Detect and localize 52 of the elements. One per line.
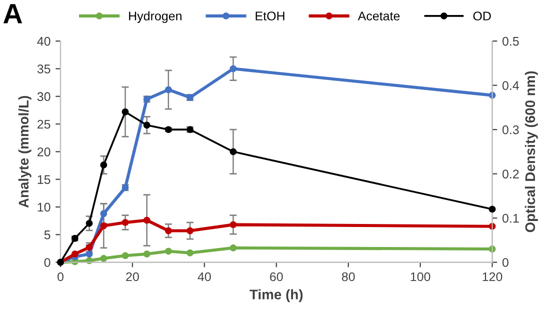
- y2-tick-label: 0.1: [502, 214, 519, 223]
- y-tick-label: 10: [38, 202, 50, 212]
- point: [230, 148, 237, 156]
- y2-tick-label: 0.2: [502, 170, 519, 178]
- point: [488, 206, 496, 213]
- x-tick-label: 60: [270, 272, 283, 282]
- y2-tick-label: 0: [502, 258, 508, 267]
- point: [230, 221, 237, 228]
- x-tick-label: 40: [198, 272, 211, 282]
- point: [122, 218, 129, 226]
- point: [100, 210, 108, 218]
- point: [122, 108, 129, 116]
- x-tick-label: 120: [482, 272, 502, 282]
- y-tick-label: 5: [44, 230, 50, 240]
- x-tick-label: 0: [58, 272, 64, 282]
- x-tick-label: 20: [126, 272, 139, 282]
- y2-tick-label: 0.4: [502, 81, 519, 90]
- y2-tick-label: 0.5: [502, 36, 519, 46]
- point: [86, 250, 93, 258]
- point: [230, 244, 237, 252]
- y-tick-label: 35: [37, 64, 50, 74]
- point: [143, 216, 150, 224]
- legend-label: Acetate: [358, 12, 400, 20]
- chart-title: A: [3, 4, 22, 24]
- point: [122, 252, 129, 260]
- point: [164, 248, 172, 255]
- point: [100, 161, 108, 168]
- legend-label: OD: [473, 12, 491, 20]
- y2-tick-label: 0.3: [502, 125, 519, 134]
- y-tick-label: 20: [38, 147, 50, 156]
- point: [186, 249, 194, 256]
- y-tick-label: 15: [38, 175, 50, 184]
- x-tick-label: 100: [410, 272, 430, 282]
- y-tick-label: 40: [37, 36, 50, 46]
- y2-axis-title: Optical Density (600 nm): [524, 71, 538, 232]
- point: [143, 250, 150, 258]
- y-tick-label: 30: [37, 92, 50, 102]
- point: [100, 222, 108, 230]
- point: [164, 86, 172, 94]
- point: [100, 254, 108, 262]
- y-tick-label: 25: [38, 120, 50, 129]
- x-tick-label: 80: [342, 272, 355, 282]
- point: [186, 227, 194, 234]
- legend-label: EtOH: [256, 12, 284, 20]
- point: [86, 220, 93, 227]
- y-axis-title: Analyte (mmol/L): [18, 96, 32, 208]
- y-tick-label: 0: [44, 258, 50, 267]
- x-axis-title: Time (h): [250, 289, 303, 302]
- point: [143, 122, 150, 129]
- point: [230, 65, 237, 72]
- point: [164, 227, 172, 234]
- legend-label: Hydrogen: [129, 11, 182, 23]
